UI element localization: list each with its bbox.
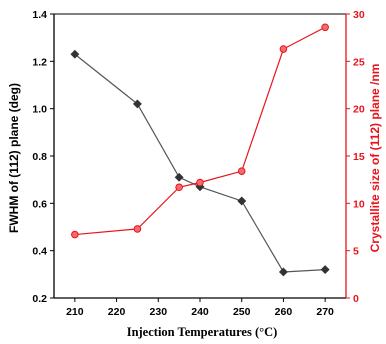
y-left-tick-label: 0.2 [32, 293, 47, 305]
x-tick-label: 250 [233, 306, 251, 318]
plot-frame [53, 13, 347, 299]
y-right-tick-label: 25 [353, 56, 365, 68]
y-left-tick-label: 1.2 [32, 56, 47, 68]
x-tick-label: 270 [316, 306, 334, 318]
y-left-tick-label: 0.8 [32, 151, 47, 163]
fwhm-point [132, 99, 142, 109]
y-left-tick-label: 1.4 [32, 9, 47, 21]
fwhm-point [237, 196, 247, 206]
crystallite-point [279, 45, 288, 53]
crystallite-point [321, 23, 329, 32]
crystallite-point [237, 167, 246, 175]
fwhm-point [320, 265, 330, 275]
crystallite-point [196, 178, 204, 187]
y-axis-left: 0.2 0.4 0.6 0.8 1.0 1.2 1.4 [32, 9, 54, 305]
y-axis-right-label: Crystallite size of (112) plane /nm [368, 64, 382, 253]
crystallite-series-line [74, 26, 326, 236]
y-right-tick-label: 15 [353, 151, 365, 163]
y-left-tick-label: 1.0 [32, 104, 47, 116]
y-right-tick-label: 0 [353, 293, 359, 305]
y-left-tick-label: 0.4 [32, 246, 47, 258]
y-right-tick-label: 30 [353, 9, 365, 21]
x-tick-label: 240 [191, 306, 209, 318]
x-tick-label: 260 [275, 306, 293, 318]
x-axis: 210 220 230 240 250 260 270 [66, 298, 334, 318]
y-left-tick-label: 0.6 [32, 198, 47, 210]
fwhm-point [278, 267, 288, 277]
fwhm-series-line [74, 53, 326, 273]
crystallite-point [133, 225, 142, 233]
y-axis-left-label: FWHM of (112) plane (deg) [7, 83, 21, 233]
y-right-tick-label: 10 [353, 198, 365, 210]
y-axis-right: 0 5 10 15 20 25 30 [346, 9, 365, 305]
crystallite-point [71, 230, 79, 239]
x-axis-label: Injection Temperatures (°C) [127, 325, 278, 339]
fwhm-point [70, 49, 80, 59]
fwhm-point [195, 182, 205, 192]
x-tick-label: 220 [108, 306, 126, 318]
fwhm-point [174, 172, 184, 182]
series-layer [70, 23, 330, 277]
x-tick-label: 210 [66, 306, 84, 318]
x-tick-label: 230 [150, 306, 168, 318]
y-right-tick-label: 20 [353, 104, 365, 116]
y-right-tick-label: 5 [353, 246, 359, 258]
crystallite-point [175, 183, 183, 192]
